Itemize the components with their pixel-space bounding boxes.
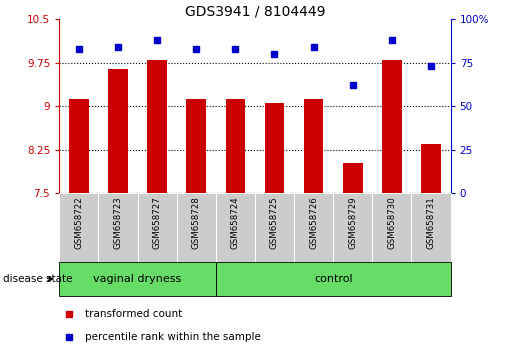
Bar (333, 193, 372, 262)
Bar (382, 60, 402, 193)
Bar (108, 69, 128, 193)
Bar (216, 262, 451, 296)
Text: vaginal dryness: vaginal dryness (93, 274, 182, 284)
Text: GSM658725: GSM658725 (270, 196, 279, 249)
Bar (69, 99, 89, 193)
Text: transformed count: transformed count (84, 309, 182, 319)
Bar (216, 193, 255, 262)
Text: GSM658726: GSM658726 (309, 196, 318, 249)
Text: GSM658728: GSM658728 (192, 196, 201, 249)
Bar (186, 99, 206, 193)
Bar (177, 193, 216, 262)
Bar (59, 262, 216, 296)
Bar (343, 163, 363, 193)
Bar (372, 193, 411, 262)
Text: GSM658729: GSM658729 (348, 196, 357, 249)
Bar (255, 193, 294, 262)
Text: control: control (314, 274, 352, 284)
Bar (294, 193, 333, 262)
Bar (98, 193, 138, 262)
Bar (226, 99, 245, 193)
Bar (59, 193, 98, 262)
Bar (421, 144, 441, 193)
Text: GSM658727: GSM658727 (152, 196, 162, 249)
Text: GSM658723: GSM658723 (113, 196, 123, 249)
Text: GSM658722: GSM658722 (74, 196, 83, 249)
Bar (304, 99, 323, 193)
Text: disease state: disease state (3, 274, 72, 284)
Text: GSM658730: GSM658730 (387, 196, 397, 249)
Text: percentile rank within the sample: percentile rank within the sample (84, 332, 261, 342)
Bar (411, 193, 451, 262)
Bar (147, 60, 167, 193)
Title: GDS3941 / 8104449: GDS3941 / 8104449 (185, 4, 325, 18)
Bar (265, 103, 284, 193)
Bar (138, 193, 177, 262)
Text: GSM658731: GSM658731 (426, 196, 436, 249)
Text: GSM658724: GSM658724 (231, 196, 240, 249)
